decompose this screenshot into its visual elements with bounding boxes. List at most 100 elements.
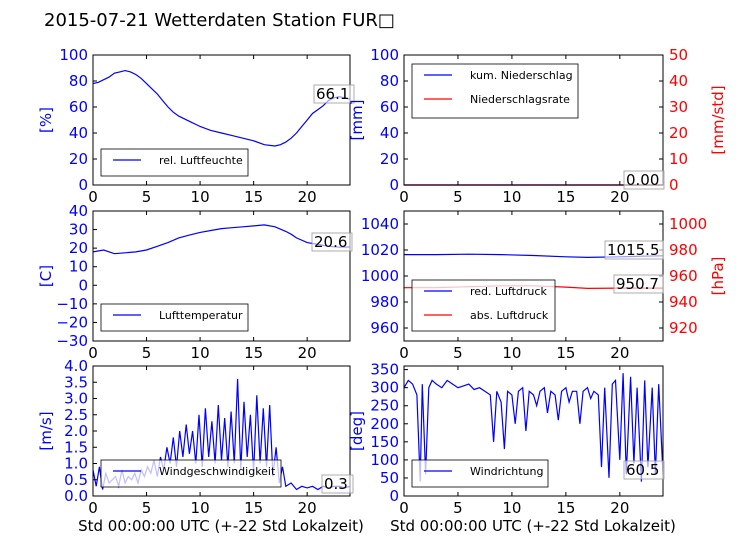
y-tick-label: 200 <box>370 415 399 433</box>
y-tick-label: 1000 <box>361 267 399 285</box>
x-tick-label: 15 <box>556 344 575 362</box>
last-value-label: 60.5 <box>626 461 659 479</box>
x-tick-label: 20 <box>610 499 629 517</box>
series-line-1 <box>92 224 351 255</box>
y-tick-label: 2.5 <box>64 406 88 424</box>
y-right-tick-label: 0 <box>669 176 679 194</box>
last-value-label: 0.3 <box>324 475 348 493</box>
legend-entry: Windrichtung <box>470 465 543 478</box>
plot-frame <box>403 54 664 186</box>
x-tick-label: 15 <box>244 188 263 206</box>
legend-box <box>411 459 549 488</box>
x-tick-label: 10 <box>502 344 521 362</box>
y-tick-label: 100 <box>59 46 88 64</box>
y-tick-label: 100 <box>370 451 399 469</box>
y-axis-label: [%] <box>37 107 55 133</box>
y-tick-label: 0.5 <box>64 471 88 489</box>
y-right-tick-label: 50 <box>669 46 688 64</box>
chart-title: 2015-07-21 Wetterdaten Station FUR□ <box>44 10 395 31</box>
x-tick-label: 0 <box>88 499 98 517</box>
y-tick-label: −10 <box>56 295 88 313</box>
last-value-label-box <box>623 170 665 190</box>
y-right-tick-label: 40 <box>669 72 688 90</box>
y-axis-label: [C] <box>37 265 55 287</box>
plot-frame <box>92 210 351 342</box>
y-axis-label: [m/s] <box>37 411 55 450</box>
y-tick-label: 960 <box>370 319 399 337</box>
last-value-label-left-box <box>604 240 664 260</box>
panel-6: 0 5 10 15 20050100150200250300350[deg]60.5Wi… <box>348 361 665 517</box>
y-tick-label: 1040 <box>361 215 399 233</box>
y-right-tick-label: 30 <box>669 98 688 116</box>
y-tick-label: 20 <box>69 239 88 257</box>
y-tick-label: 10 <box>69 258 88 276</box>
x-tick-label: 20 <box>298 499 317 517</box>
x-tick-label: 5 <box>453 344 463 362</box>
x-axis-label-left: Std 00:00:00 UTC (+-22 Std Lokalzeit) <box>78 517 364 535</box>
last-value-label: 66.1 <box>316 85 349 103</box>
x-tick-label: 0 <box>88 188 98 206</box>
y-right-tick-label: 20 <box>669 124 688 142</box>
y-tick-label: 50 <box>380 469 399 487</box>
y-tick-label: 3.5 <box>64 373 88 391</box>
last-value-label: 0.00 <box>626 171 659 189</box>
legend-box <box>100 303 249 332</box>
last-value-label-box <box>623 460 665 480</box>
y-tick-label: 100 <box>370 46 399 64</box>
panel-1: 0 5 10 15 20 0 20 40 60 80 100 [%] 66.1 rel. Luftfeuc… <box>37 46 355 206</box>
x-tick-label: 5 <box>453 499 463 517</box>
legend-entry: abs. Luftdruck <box>470 309 549 322</box>
x-tick-label: 10 <box>502 188 521 206</box>
x-tick-label: 0 <box>399 188 409 206</box>
y-tick-label: 80 <box>380 72 399 90</box>
y-tick-label: 60 <box>380 98 399 116</box>
y-tick-label: 0 <box>78 176 88 194</box>
x-tick-label: 20 <box>298 188 317 206</box>
x-tick-label: 10 <box>191 188 210 206</box>
y-tick-label: 250 <box>370 397 399 415</box>
y-axis-label: [mm] <box>348 100 366 141</box>
x-tick-label: 0 <box>88 344 98 362</box>
x-tick-label: 0 <box>399 344 409 362</box>
panel-2: 0 5 10 15 20 0 20 40 60 80 100 0 10 20 30 40 50 [mm] [mm/s… <box>348 46 727 206</box>
x-tick-label: 15 <box>556 188 575 206</box>
panel-3: 0 5 10 15 20−30−20−10010203040[C]20.6Lufttem… <box>37 202 353 362</box>
y-tick-label: 30 <box>69 221 88 239</box>
x-axis-label-right: Std 00:00:00 UTC (+-22 Std Lokalzeit) <box>390 517 676 535</box>
legend-box <box>411 279 556 332</box>
y-right-axis-label: [mm/std] <box>709 85 727 154</box>
y-tick-label: −20 <box>56 313 88 331</box>
x-tick-label: 15 <box>556 499 575 517</box>
x-tick-label: 10 <box>191 344 210 362</box>
x-tick-label: 5 <box>142 344 152 362</box>
y-tick-label: 150 <box>370 433 399 451</box>
last-value-label-box <box>313 84 355 104</box>
plot-frame <box>92 54 351 186</box>
legend: Lufttemperatur <box>100 303 249 332</box>
legend-box <box>411 63 579 119</box>
x-tick-label: 10 <box>502 499 521 517</box>
x-tick-label: 5 <box>142 188 152 206</box>
y-axis-label: [deg] <box>348 411 366 451</box>
last-value-label-left: 1015.5 <box>607 241 660 259</box>
x-tick-label: 10 <box>191 499 210 517</box>
y-tick-label: 20 <box>69 150 88 168</box>
y-tick-label: 60 <box>69 98 88 116</box>
x-tick-label: 20 <box>610 188 629 206</box>
legend-entry: kum. Niederschlag <box>470 69 573 82</box>
y-tick-label: 40 <box>380 124 399 142</box>
y-tick-label: 4.0 <box>64 357 88 375</box>
legend: Windrichtung <box>411 459 549 488</box>
y-tick-label: 350 <box>370 361 399 379</box>
x-tick-label: 15 <box>244 344 263 362</box>
legend-entry: red. Luftdruck <box>470 285 547 298</box>
last-value-label-right-box <box>613 274 664 294</box>
y-right-tick-label: 10 <box>669 150 688 168</box>
panel-5: 0 5 10 15 20 0.00.51.01.52.02.53.03.54.0 [m/s]… <box>37 357 354 517</box>
x-tick-label: 20 <box>610 344 629 362</box>
x-tick-label: 20 <box>298 344 317 362</box>
legend: kum. Niederschlag Niederschlagsrate <box>411 63 579 119</box>
y-tick-label: 2.0 <box>64 422 88 440</box>
